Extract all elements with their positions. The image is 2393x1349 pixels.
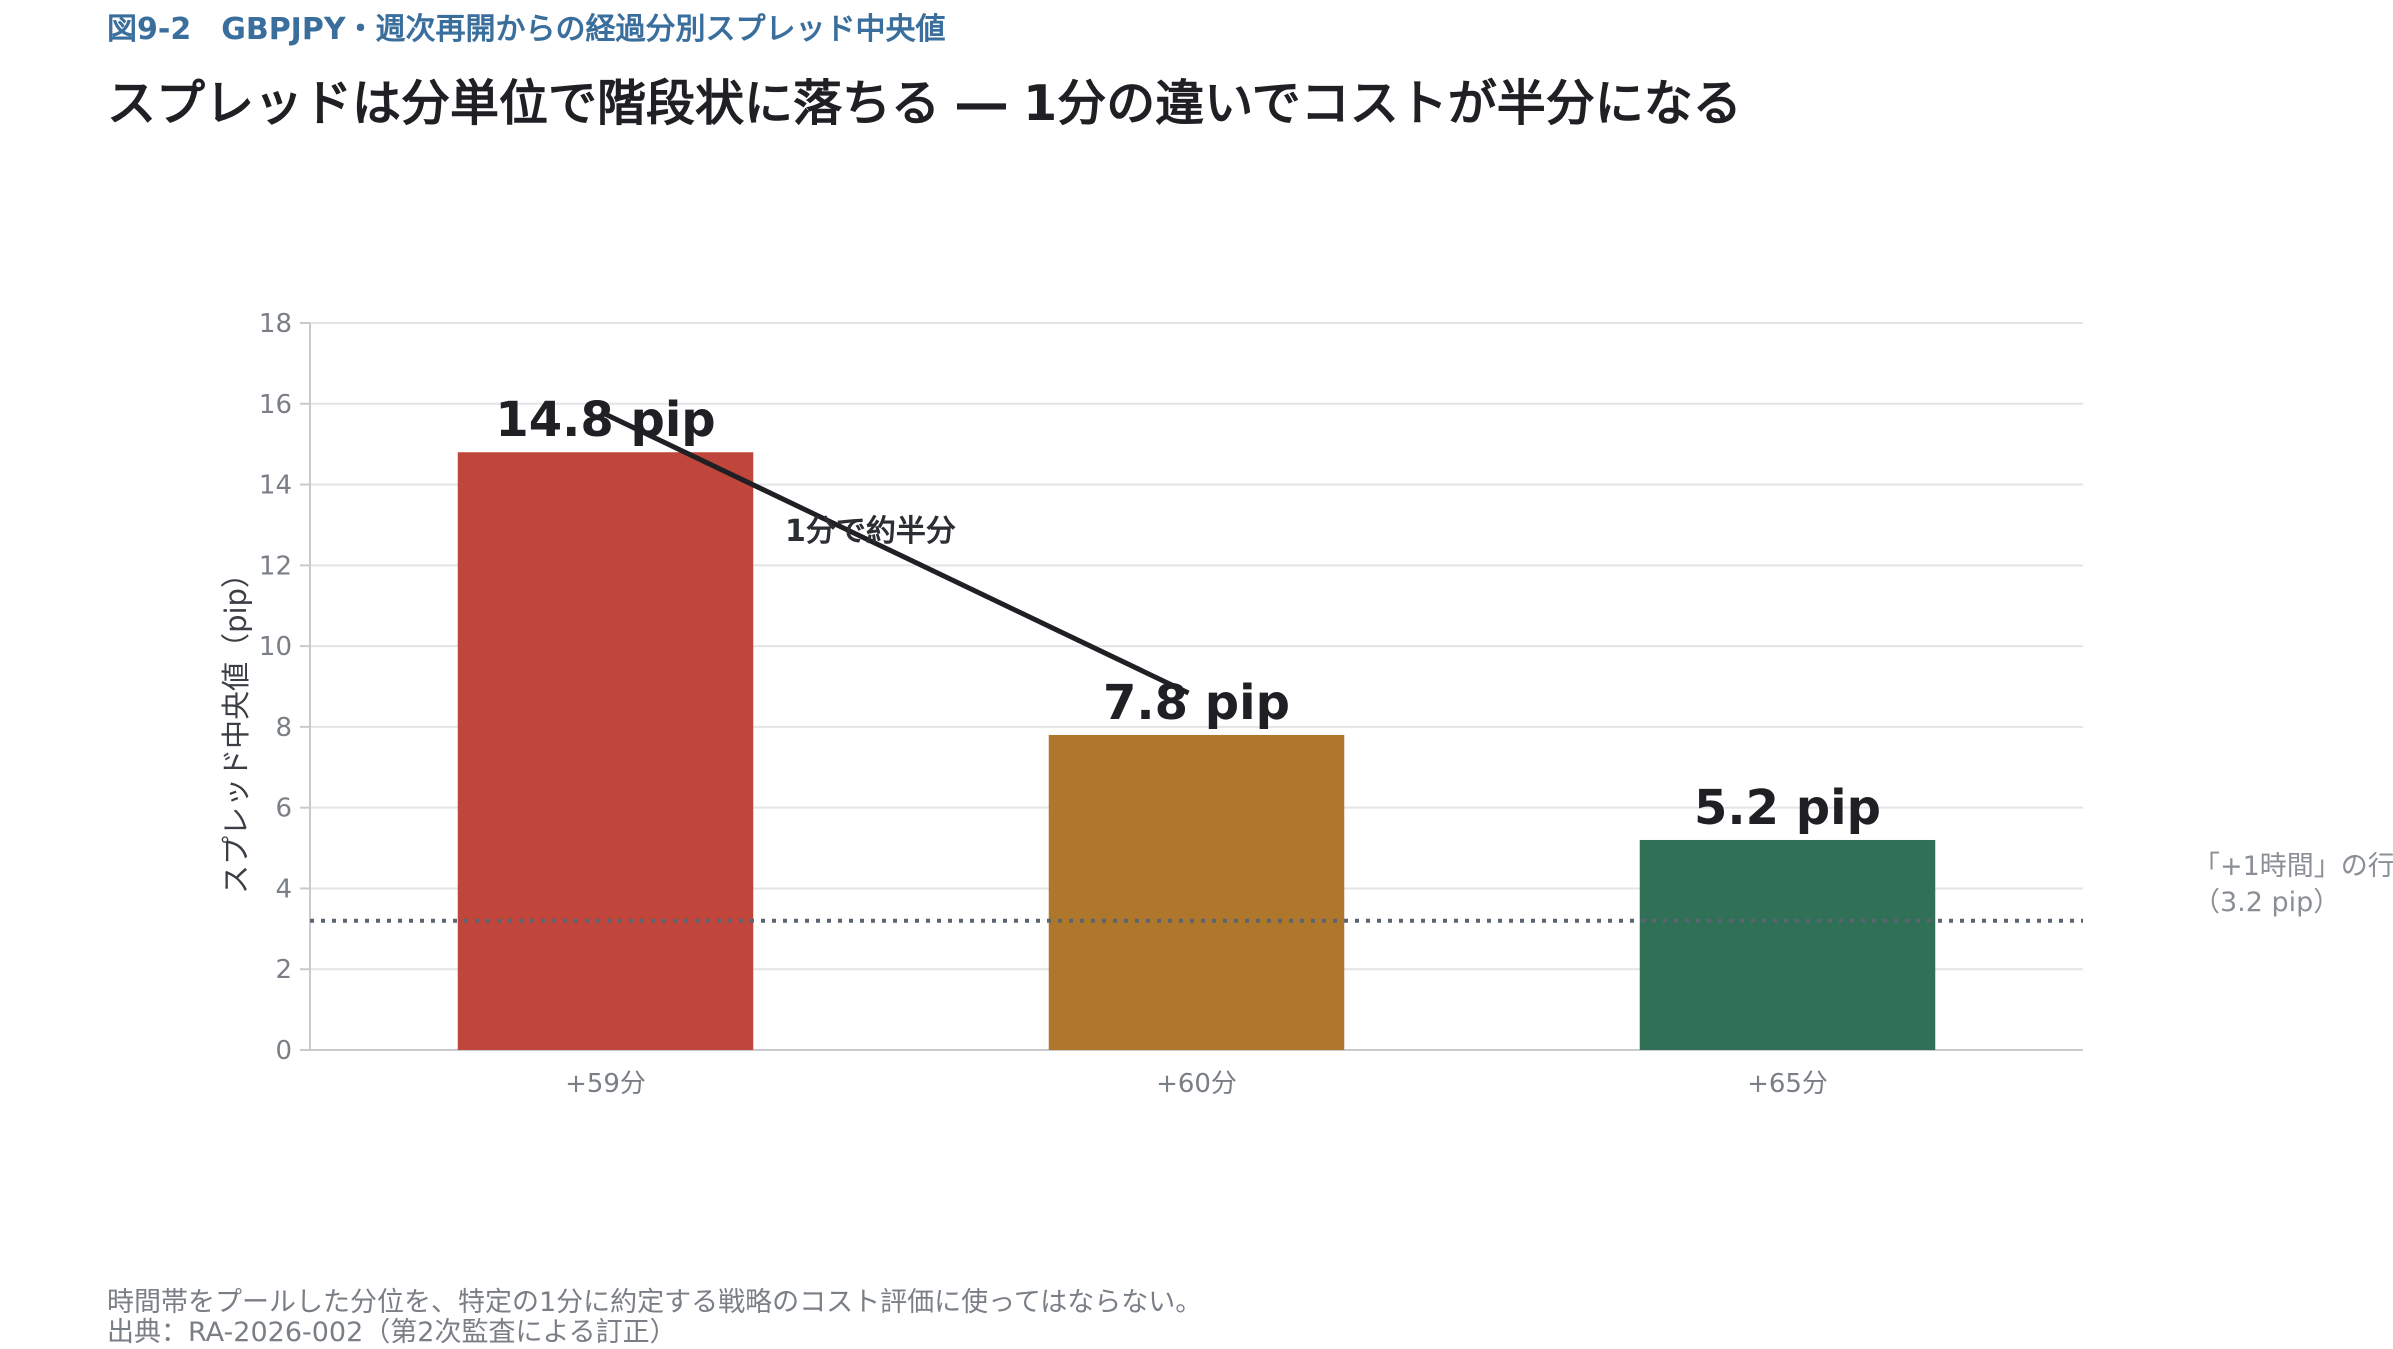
annotation-arrow	[604, 411, 1190, 696]
x-axis-tick-labels: +59分 +60分 +65分	[565, 1069, 1828, 1099]
y-tick-label: 0	[275, 1036, 292, 1066]
x-tick-label: +59分	[565, 1069, 646, 1099]
value-labels: 14.8 pip 7.8 pip 5.2 pip	[495, 392, 1881, 836]
y-tick-label: 16	[259, 390, 292, 420]
x-tick-label: +60分	[1156, 1069, 1237, 1099]
y-tick-label: 18	[259, 309, 292, 339]
y-tick-label: 14	[259, 471, 292, 501]
y-tick-label: 12	[259, 551, 292, 581]
source-note: 出典：RA-2026-002（第2次監査による訂正）	[107, 1317, 677, 1348]
y-tick-label: 2	[275, 955, 292, 985]
figure-label: 図9-2 GBPJPY・週次再開からの経過分別スプレッド中央値	[107, 12, 946, 47]
y-tick-label: 8	[275, 713, 292, 743]
bar	[1048, 734, 1345, 1050]
bars	[457, 452, 1936, 1050]
x-tick-label: +65分	[1747, 1069, 1828, 1099]
value-label: 7.8 pip	[1103, 675, 1290, 731]
reference-line-label: 「+1時間」の行	[2193, 851, 2393, 882]
y-tick-label: 6	[275, 794, 292, 824]
value-label: 5.2 pip	[1694, 780, 1881, 836]
value-label: 14.8 pip	[495, 392, 715, 448]
y-tick-label: 10	[259, 632, 292, 662]
y-axis-label: スプレッド中央値（pip）	[219, 559, 253, 894]
reference-line-value-label: （3.2 pip）	[2193, 887, 2340, 918]
annotation-text: 1分で約半分	[785, 514, 956, 549]
y-axis-ticks: 0 2 4 6 8 10 12 14 16 18	[259, 309, 310, 1066]
bar	[1639, 839, 1936, 1050]
y-tick-label: 4	[275, 874, 292, 904]
chart-headline: スプレッドは分単位で階段状に落ちる ― 1分の違いでコストが半分になる	[107, 75, 1742, 132]
footnote: 時間帯をプールした分位を、特定の1分に約定する戦略のコスト評価に使ってはならない…	[107, 1287, 1203, 1318]
bar	[457, 452, 754, 1050]
